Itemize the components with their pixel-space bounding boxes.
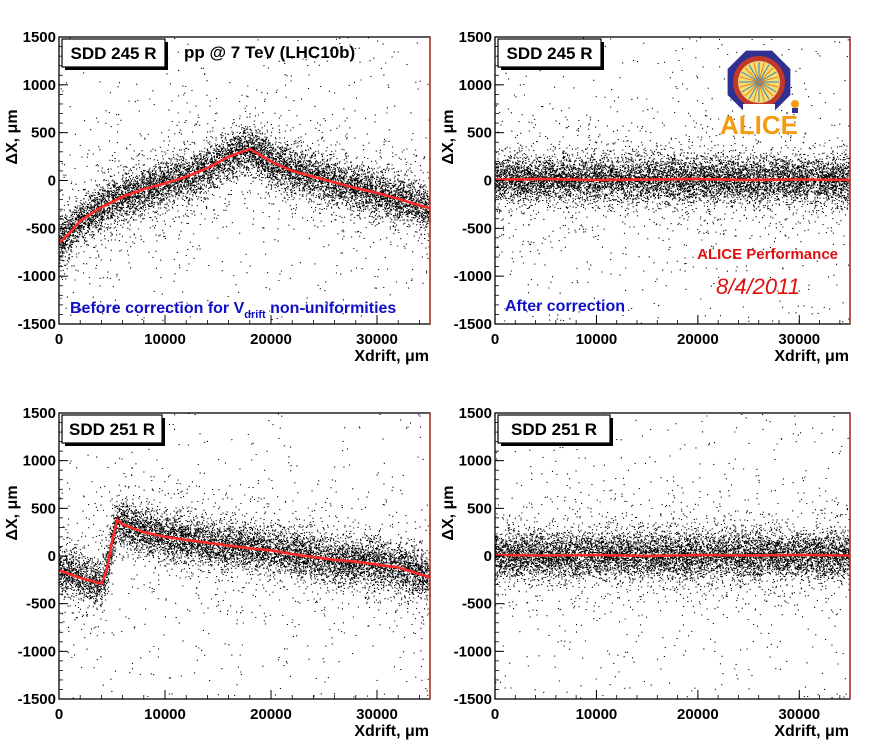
y-tick-label: 500	[467, 125, 492, 142]
x-tick-label: 30000	[778, 706, 820, 723]
y-axis-title: ΔX, μm	[4, 109, 21, 164]
title-box	[497, 38, 602, 68]
profile-line	[495, 177, 850, 182]
x-axis-title: Xdrift, μm	[354, 723, 429, 740]
x-tick-label: 30000	[356, 331, 398, 348]
profile-line	[59, 517, 430, 586]
y-tick-label: -1500	[18, 316, 56, 333]
y-tick-label: 1500	[459, 405, 492, 422]
y-tick-label: -500	[26, 220, 56, 237]
x-tick-label: 10000	[576, 331, 618, 348]
panel-top-right: -1500 -1000 -500 0 500 1000 1500 0 10000 20000 300…	[440, 29, 851, 365]
y-tick-label: 1000	[459, 453, 492, 470]
y-tick-label: -1500	[18, 691, 56, 708]
y-tick-label: 1500	[23, 405, 56, 422]
y-axis-title: ΔX, μm	[4, 485, 21, 540]
scatter-points	[59, 413, 430, 699]
x-axis-title: Xdrift, μm	[774, 723, 849, 740]
x-tick-label: 0	[491, 331, 499, 348]
y-tick-label: 0	[48, 548, 56, 565]
panel-bottom-left: -1500 -1000 -500 0 500 1000 1500 0 10000 20000 300…	[4, 405, 431, 740]
y-tick-label: 500	[31, 125, 56, 142]
alice-logo-text: ALICE	[720, 110, 798, 140]
y-tick-label: 0	[484, 173, 492, 190]
profile-line	[495, 553, 850, 558]
alice-logo-icon: ALICE	[720, 50, 799, 140]
x-axis-title: Xdrift, μm	[354, 348, 429, 365]
title-box	[61, 38, 166, 68]
panel-title: SDD 245 R	[71, 44, 157, 63]
x-tick-label: 30000	[778, 331, 820, 348]
scatter-points	[495, 37, 850, 324]
panel-bottom-right: -1500 -1000 -500 0 500 1000 1500 0 10000 20000 300…	[440, 405, 851, 740]
panel-title: SDD 251 R	[511, 420, 597, 439]
profile-line	[59, 147, 430, 244]
x-tick-label: 20000	[677, 331, 719, 348]
date-label: 8/4/2011	[716, 274, 800, 299]
y-tick-label: 0	[484, 548, 492, 565]
performance-label: ALICE Performance	[697, 246, 838, 263]
y-tick-label: 1500	[459, 29, 492, 46]
x-tick-label: 10000	[144, 331, 186, 348]
y-tick-label: -1500	[454, 316, 492, 333]
panel-title: SDD 245 R	[507, 44, 593, 63]
x-tick-label: 10000	[576, 706, 618, 723]
y-tick-label: 1000	[459, 77, 492, 94]
x-tick-label: 0	[55, 331, 63, 348]
y-tick-label: -500	[26, 596, 56, 613]
title-box	[497, 414, 611, 444]
before-correction-note: Before correction for Vdrift non-uniform…	[70, 300, 396, 321]
scatter-points	[59, 37, 430, 324]
y-tick-label: -500	[462, 596, 492, 613]
panel-title: SDD 251 R	[69, 420, 155, 439]
title-box	[61, 414, 163, 444]
x-tick-label: 0	[55, 706, 63, 723]
y-tick-label: -1500	[454, 691, 492, 708]
x-tick-label: 30000	[356, 706, 398, 723]
x-tick-label: 20000	[677, 706, 719, 723]
y-tick-label: -1000	[454, 643, 492, 660]
y-tick-label: 1000	[23, 453, 56, 470]
scatter-points	[495, 413, 850, 699]
after-correction-note: After correction	[505, 298, 625, 315]
y-tick-label: -500	[462, 220, 492, 237]
y-tick-label: 500	[31, 500, 56, 517]
y-tick-label: 1500	[23, 29, 56, 46]
x-tick-label: 10000	[144, 706, 186, 723]
y-tick-label: 500	[467, 500, 492, 517]
energy-label: pp @ 7 TeV (LHC10b)	[184, 43, 355, 62]
y-axis-title: ΔX, μm	[440, 109, 457, 164]
y-tick-label: -1000	[18, 268, 56, 285]
x-tick-label: 20000	[250, 331, 292, 348]
x-tick-label: 20000	[250, 706, 292, 723]
y-tick-label: 1000	[23, 77, 56, 94]
y-axis-title: ΔX, μm	[440, 485, 457, 540]
x-axis-title: Xdrift, μm	[774, 348, 849, 365]
y-tick-label: 0	[48, 173, 56, 190]
y-tick-label: -1000	[454, 268, 492, 285]
y-tick-label: -1000	[18, 643, 56, 660]
x-tick-label: 0	[491, 706, 499, 723]
panel-top-left: -1500 -1000 -500 0 500 1000 1500 0 10000 20000 300…	[4, 29, 431, 365]
